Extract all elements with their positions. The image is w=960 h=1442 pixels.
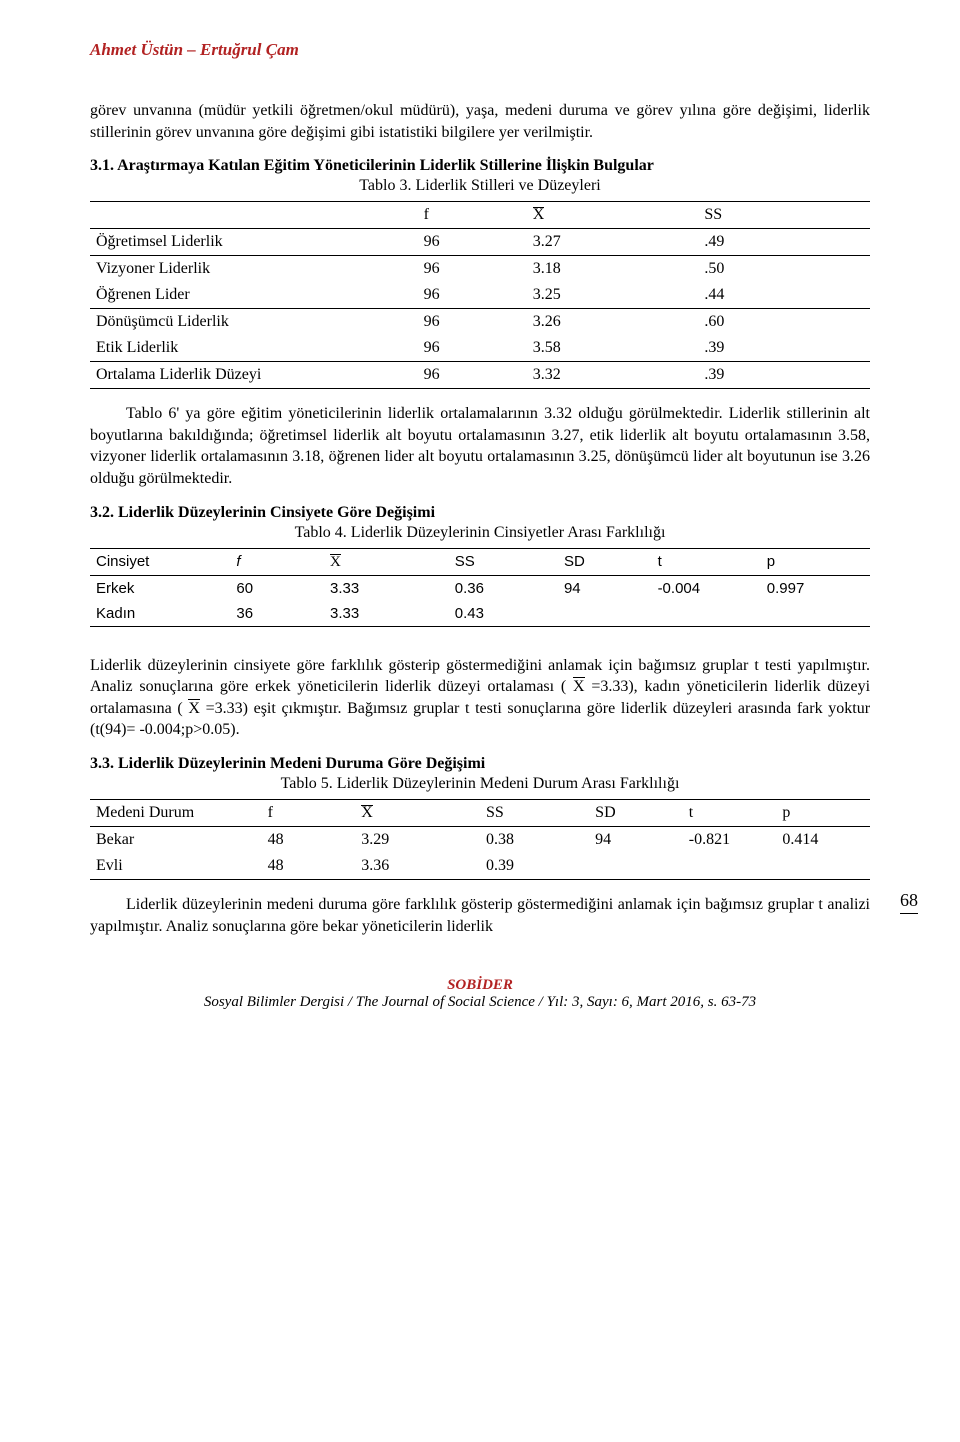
t3-r3-x: 3.26 — [527, 309, 699, 336]
t5-r0-x: 3.29 — [355, 826, 480, 853]
t4-col-x: X — [324, 548, 449, 575]
para-after-table-4: Liderlik düzeylerinin cinsiyete göre far… — [90, 655, 870, 741]
t5-r0-p: 0.414 — [776, 826, 870, 853]
t5-r1-f: 48 — [262, 853, 356, 880]
t5-col-md: Medeni Durum — [90, 799, 262, 826]
t3-r5-ss: .39 — [698, 362, 870, 389]
t3-r3-ss: .60 — [698, 309, 870, 336]
t4-r1-f: 36 — [230, 601, 324, 627]
t3-r2-f: 96 — [418, 282, 527, 309]
t5-col-x: X — [355, 799, 480, 826]
t5-r1-x: 3.36 — [355, 853, 480, 880]
table-4-caption: Tablo 4. Liderlik Düzeylerinin Cinsiyetl… — [90, 524, 870, 542]
t5-r1-p — [776, 853, 870, 880]
t4-r0-label: Erkek — [90, 575, 230, 601]
t5-col-t: t — [683, 799, 777, 826]
t5-r1-ss: 0.39 — [480, 853, 589, 880]
t5-r1-label: Evli — [90, 853, 262, 880]
t5-r0-sd: 94 — [589, 826, 683, 853]
t4-r1-sd — [558, 601, 652, 627]
table-3: f X SS Öğretimsel Liderlik 96 3.27 .49 V… — [90, 201, 870, 389]
t3-col-ss: SS — [698, 202, 870, 229]
section-3-3-head: 3.3. Liderlik Düzeylerinin Medeni Duruma… — [90, 755, 870, 773]
t3-r2-x: 3.25 — [527, 282, 699, 309]
t4-r1-ss: 0.43 — [449, 601, 558, 627]
t4-r0-ss: 0.36 — [449, 575, 558, 601]
t3-r1-label: Vizyoner Liderlik — [90, 256, 418, 283]
table-5-caption: Tablo 5. Liderlik Düzeylerinin Medeni Du… — [90, 775, 870, 793]
footer-title: SOBİDER — [90, 977, 870, 994]
t5-col-p: p — [776, 799, 870, 826]
t3-r0-f: 96 — [418, 229, 527, 256]
t4-r1-label: Kadın — [90, 601, 230, 627]
t3-r5-label: Ortalama Liderlik Düzeyi — [90, 362, 418, 389]
t4-col-p: p — [761, 548, 870, 575]
t4-r1-x: 3.33 — [324, 601, 449, 627]
t5-r0-ss: 0.38 — [480, 826, 589, 853]
t4-r0-f: 60 — [230, 575, 324, 601]
t3-col-f: f — [418, 202, 527, 229]
t4-r1-t — [652, 601, 761, 627]
t3-r4-ss: .39 — [698, 335, 870, 362]
t3-r0-ss: .49 — [698, 229, 870, 256]
t4-r1-p — [761, 601, 870, 627]
authors-line: Ahmet Üstün – Ertuğrul Çam — [90, 40, 870, 60]
t3-r4-f: 96 — [418, 335, 527, 362]
table-3-caption: Tablo 3. Liderlik Stilleri ve Düzeyleri — [90, 177, 870, 195]
t5-r1-t — [683, 853, 777, 880]
t3-r5-f: 96 — [418, 362, 527, 389]
t5-r1-sd — [589, 853, 683, 880]
t3-r5-x: 3.32 — [527, 362, 699, 389]
t5-r0-label: Bekar — [90, 826, 262, 853]
t5-r0-t: -0.821 — [683, 826, 777, 853]
page-footer: SOBİDER Sosyal Bilimler Dergisi / The Jo… — [90, 977, 870, 1011]
t4-col-c: Cinsiyet — [90, 548, 230, 575]
t4-col-sd: SD — [558, 548, 652, 575]
t3-r1-ss: .50 — [698, 256, 870, 283]
t5-col-f: f — [262, 799, 356, 826]
t3-col-x: X — [527, 202, 699, 229]
t4-col-f: f — [230, 548, 324, 575]
t4-r0-sd: 94 — [558, 575, 652, 601]
t3-r2-ss: .44 — [698, 282, 870, 309]
t5-r0-f: 48 — [262, 826, 356, 853]
t3-r4-label: Etik Liderlik — [90, 335, 418, 362]
t5-col-ss: SS — [480, 799, 589, 826]
t3-r1-x: 3.18 — [527, 256, 699, 283]
t3-r0-label: Öğretimsel Liderlik — [90, 229, 418, 256]
section-3-1-head: 3.1. Araştırmaya Katılan Eğitim Yönetici… — [90, 157, 870, 175]
t3-r2-label: Öğrenen Lider — [90, 282, 418, 309]
t3-r3-f: 96 — [418, 309, 527, 336]
table-4: Cinsiyet f X SS SD t p Erkek 60 3.33 0.3… — [90, 548, 870, 627]
t4-r0-p: 0.997 — [761, 575, 870, 601]
t3-r1-f: 96 — [418, 256, 527, 283]
t4-col-t: t — [652, 548, 761, 575]
page-number: 68 — [900, 890, 918, 914]
t4-r0-t: -0.004 — [652, 575, 761, 601]
t3-r0-x: 3.27 — [527, 229, 699, 256]
para-after-table-3: Tablo 6' ya göre eğitim yöneticilerinin … — [90, 403, 870, 489]
section-3-2-head: 3.2. Liderlik Düzeylerinin Cinsiyete Gör… — [90, 504, 870, 522]
t3-r4-x: 3.58 — [527, 335, 699, 362]
t5-col-sd: SD — [589, 799, 683, 826]
table-5: Medeni Durum f X SS SD t p Bekar 48 3.29… — [90, 799, 870, 880]
t4-r0-x: 3.33 — [324, 575, 449, 601]
intro-paragraph: görev unvanına (müdür yetkili öğretmen/o… — [90, 100, 870, 143]
t3-r3-label: Dönüşümcü Liderlik — [90, 309, 418, 336]
footer-subtitle: Sosyal Bilimler Dergisi / The Journal of… — [90, 994, 870, 1011]
t4-col-ss: SS — [449, 548, 558, 575]
para-after-table-5: Liderlik düzeylerinin medeni duruma göre… — [90, 894, 870, 937]
